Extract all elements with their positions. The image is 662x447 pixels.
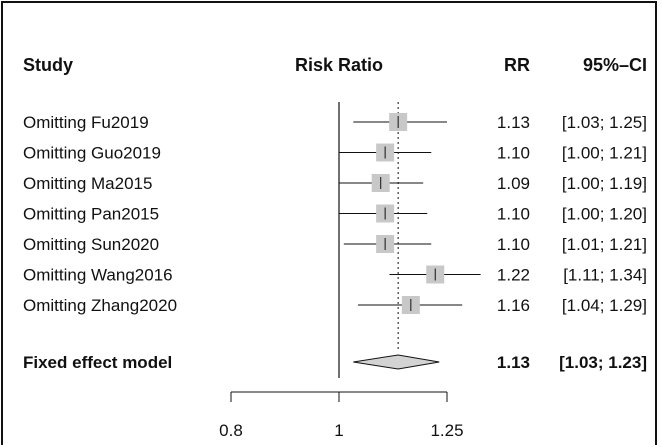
- study-label: Omitting Zhang2020: [23, 296, 177, 315]
- study-ci-value: [1.00; 1.20]: [562, 205, 647, 224]
- study-label: Omitting Sun2020: [23, 235, 159, 254]
- summary-ci-value: [1.03; 1.23]: [559, 353, 647, 372]
- study-row: [353, 113, 447, 131]
- summary-label: Fixed effect model: [23, 353, 172, 372]
- header-rr: RR: [504, 55, 530, 75]
- study-ci-value: [1.00; 1.19]: [562, 174, 647, 193]
- study-rr-value: 1.13: [497, 113, 530, 132]
- study-ci-value: [1.11; 1.34]: [563, 266, 647, 285]
- study-row: [343, 235, 432, 253]
- study-rr-value: 1.10: [497, 144, 530, 163]
- study-label: Omitting Pan2015: [23, 205, 159, 224]
- study-row: [339, 143, 432, 162]
- study-label: Omitting Fu2019: [23, 113, 149, 132]
- study-row: [339, 174, 424, 192]
- study-rr-value: 1.10: [497, 235, 530, 254]
- x-tick-label: 1.25: [430, 421, 463, 440]
- study-ci-value: [1.01; 1.21]: [562, 235, 647, 254]
- study-rr-value: 1.22: [497, 266, 530, 285]
- study-label: Omitting Wang2016: [23, 266, 173, 285]
- header-risk-ratio: Risk Ratio: [295, 55, 383, 75]
- study-ci-value: [1.04; 1.29]: [562, 296, 647, 315]
- study-label: Omitting Guo2019: [23, 144, 161, 163]
- plot-layer: Omitting Fu2019 1.13 [1.03; 1.25] Omitting …: [23, 102, 647, 440]
- study-row: [357, 296, 463, 314]
- header-study: Study: [23, 55, 73, 75]
- study-rr-value: 1.10: [497, 205, 530, 224]
- study-row: [389, 265, 481, 284]
- summary-rr-value: 1.13: [497, 353, 530, 372]
- study-row: [339, 204, 428, 223]
- summary-diamond: [353, 354, 440, 370]
- study-rr-value: 1.09: [497, 174, 530, 193]
- x-tick-label: 1: [334, 421, 343, 440]
- x-tick-label: 0.8: [219, 421, 243, 440]
- study-label: Omitting Ma2015: [23, 174, 152, 193]
- header-ci: 95%–CI: [583, 55, 647, 75]
- study-rr-value: 1.16: [497, 296, 530, 315]
- study-ci-value: [1.00; 1.21]: [562, 144, 647, 163]
- study-ci-value: [1.03; 1.25]: [562, 113, 647, 132]
